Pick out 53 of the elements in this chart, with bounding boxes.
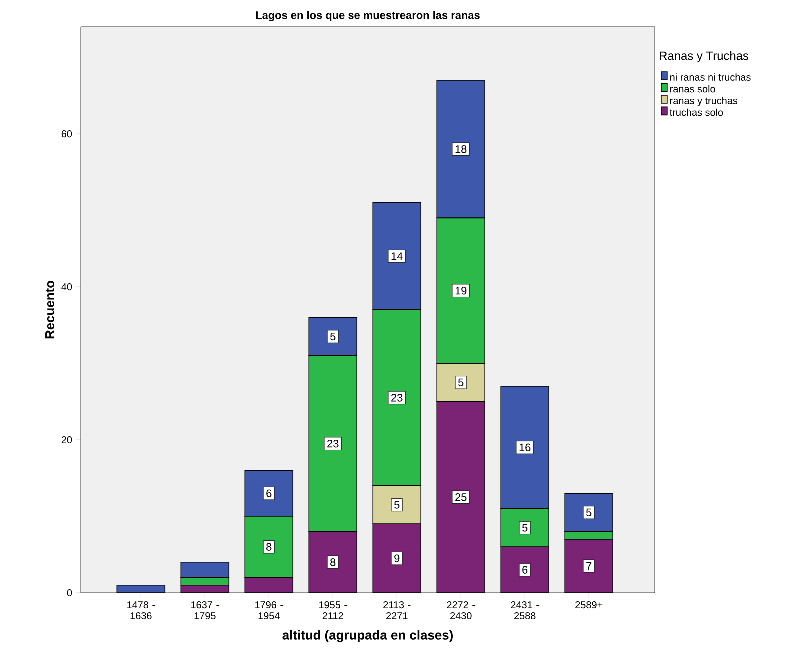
data-label: 6 <box>266 490 272 498</box>
x-tick-label: 2589+ <box>576 602 603 609</box>
data-label: 25 <box>456 494 467 502</box>
bar <box>564 493 614 532</box>
bar <box>564 539 614 593</box>
data-label: 14 <box>392 252 403 260</box>
bar <box>308 317 358 356</box>
legend-label: truchas solo <box>670 108 724 116</box>
bar <box>244 470 294 517</box>
x-tick-label: 1478 - 1636 <box>128 602 156 620</box>
y-tick-label: 60 <box>62 130 72 138</box>
x-tick-label: 1796 - 1954 <box>256 602 284 620</box>
bar <box>180 562 230 578</box>
y-tick-label: 20 <box>62 436 72 444</box>
data-label: 5 <box>394 501 400 509</box>
x-axis-title: altitud (agrupada en clases) <box>282 630 453 643</box>
x-tick-label: 1637 - 1795 <box>192 602 220 620</box>
bar <box>372 202 422 310</box>
x-tick-label: 2272 - 2430 <box>447 602 476 620</box>
data-label: 16 <box>520 444 531 452</box>
x-tick-label: 2113 - 2271 <box>384 602 411 620</box>
bar <box>437 402 486 593</box>
bar <box>245 578 294 593</box>
legend-label: ranas solo <box>670 85 716 93</box>
legend-label: ranas y truchas <box>670 97 738 106</box>
bar <box>436 80 486 219</box>
bar <box>500 386 550 510</box>
y-tick-label: 0 <box>67 589 72 597</box>
data-label: 8 <box>266 543 272 551</box>
data-label: 23 <box>328 440 339 448</box>
y-tick-label: 40 <box>62 284 72 291</box>
data-label: 19 <box>456 287 467 295</box>
data-label: 5 <box>586 508 592 517</box>
data-label: 23 <box>392 394 403 402</box>
x-tick-label: 2431 - 2588 <box>511 602 540 620</box>
data-label: 7 <box>586 562 592 570</box>
bar <box>244 516 294 578</box>
chart-title: Lagos en los que se muestrearon las ranas <box>256 11 480 22</box>
bar <box>309 532 358 593</box>
data-label: 8 <box>330 558 336 566</box>
y-axis-title: Recuento <box>46 281 55 339</box>
data-label: 5 <box>458 378 464 386</box>
data-label: 5 <box>330 332 336 341</box>
data-label: 9 <box>394 554 400 562</box>
legend-title: Ranas y Truchas <box>660 51 749 63</box>
bar <box>501 547 550 593</box>
data-label: 6 <box>522 566 528 574</box>
legend-label: ni ranas ni truchas <box>670 74 751 81</box>
bar <box>373 524 422 593</box>
data-label: 5 <box>522 524 528 532</box>
x-tick-label: 1955 - 2112 <box>319 602 348 620</box>
data-label: 18 <box>456 146 467 154</box>
bar <box>500 508 550 548</box>
